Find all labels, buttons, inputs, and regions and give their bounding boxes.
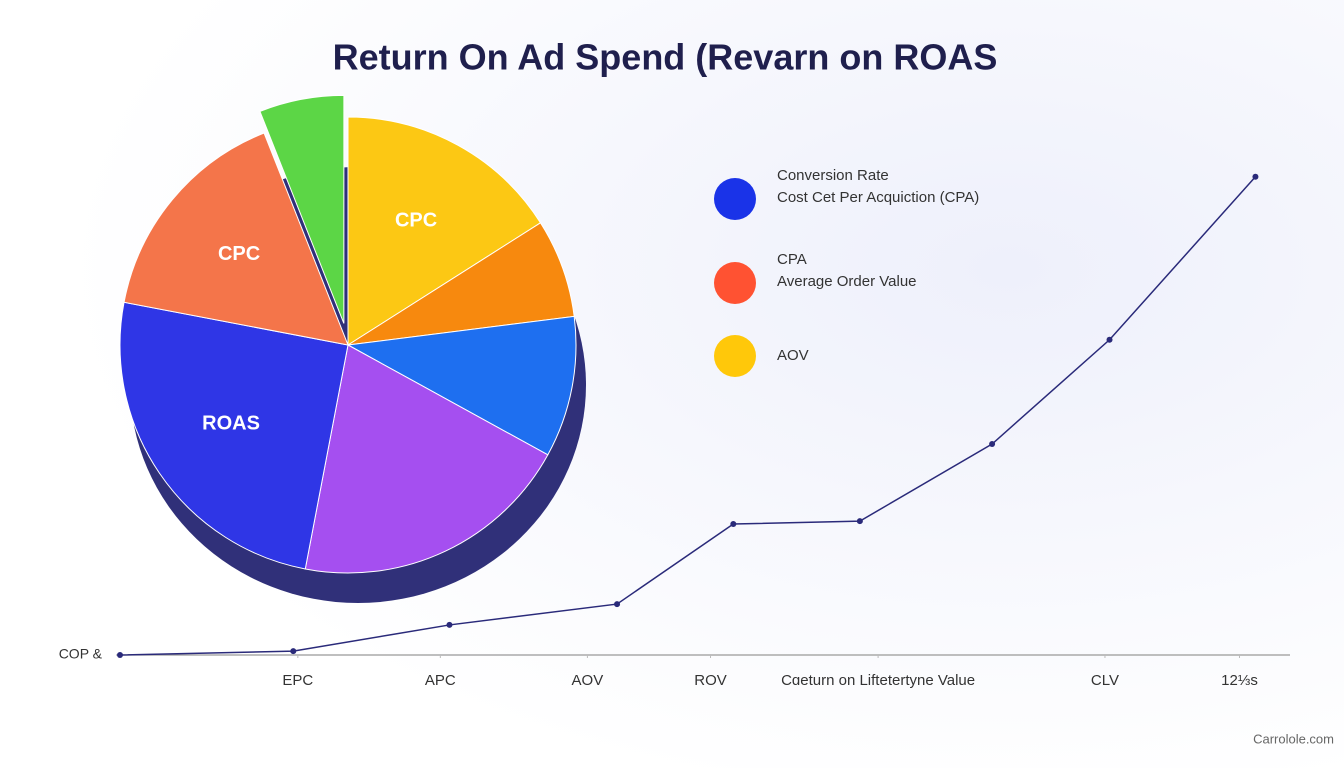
- legend-label: Cost Cet Per Acquiction (CPA): [777, 189, 979, 206]
- point: [117, 652, 123, 658]
- x-tick-label: 12⅓s: [1221, 672, 1258, 689]
- legend-label: CPA: [777, 251, 807, 268]
- pie-slice: [304, 344, 549, 574]
- slice-label: ROAS: [202, 413, 260, 435]
- legend-label: Average Order Value: [777, 273, 917, 290]
- x-tick-label: AOV: [572, 672, 604, 689]
- legend-swatch: [714, 178, 756, 220]
- x-tick-label: CLV: [1091, 672, 1119, 689]
- point: [614, 601, 621, 608]
- pie-slice: [123, 132, 349, 346]
- watermark: Carrolole.com: [1253, 731, 1334, 746]
- x-tick-label: ROV: [694, 672, 727, 689]
- chart-title: Return On Ad Spend (Revarn on ROAS: [333, 37, 998, 78]
- point: [989, 441, 996, 448]
- x-tick-label: Cɑeturn on Liftetertyne Value: [781, 672, 975, 689]
- point: [856, 518, 863, 525]
- legend-swatch: [714, 335, 756, 377]
- pie-slice: [346, 315, 577, 456]
- pie-slice: [347, 116, 542, 346]
- pie-slice: [119, 301, 349, 570]
- point: [1252, 173, 1259, 180]
- x-tick-label: EPC: [282, 672, 313, 689]
- point: [446, 621, 453, 628]
- legend-label: AOV: [777, 347, 809, 364]
- point: [730, 521, 737, 528]
- point: [1106, 336, 1113, 343]
- point: [290, 648, 297, 655]
- y-tick-label: COP &: [59, 646, 103, 662]
- slice-label: CPC: [395, 209, 437, 231]
- legend-label: Conversion Rate: [777, 167, 889, 184]
- slice-label: CPC: [218, 243, 260, 265]
- x-tick-label: APC: [425, 672, 456, 689]
- pie-slice: [259, 94, 345, 324]
- legend-swatch: [714, 262, 756, 304]
